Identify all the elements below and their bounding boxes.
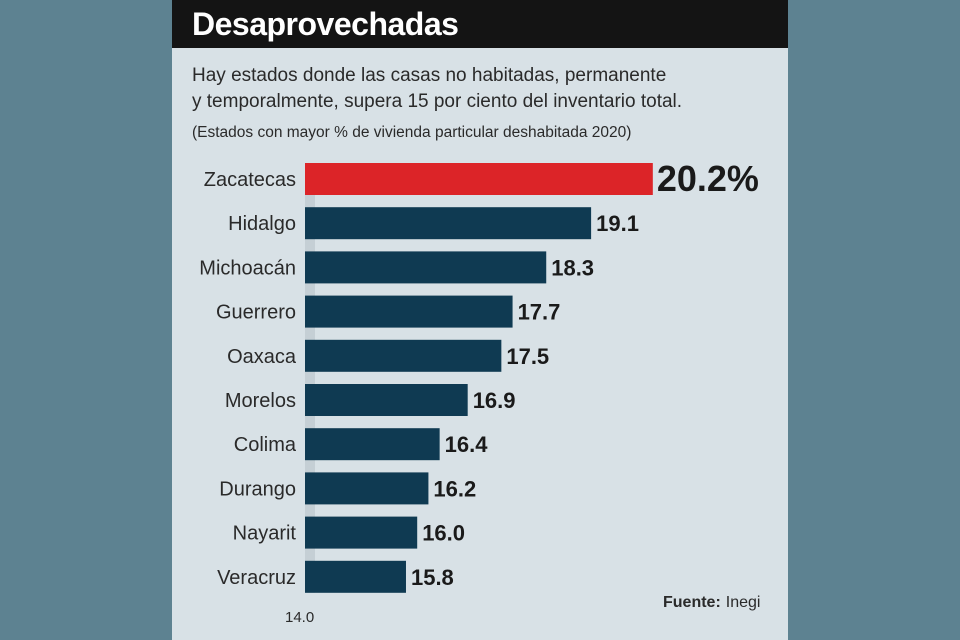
category-label: Colima — [234, 434, 297, 456]
source-value: Inegi — [725, 594, 761, 611]
value-label: 16.4 — [445, 432, 489, 457]
category-label: Veracruz — [217, 567, 296, 589]
bar-colima — [305, 428, 440, 461]
category-label: Oaxaca — [227, 346, 297, 368]
bar-oaxaca — [305, 339, 502, 372]
value-label: 20.2% — [657, 158, 759, 199]
bar-guerrero — [305, 295, 513, 328]
value-label: 15.8 — [411, 565, 454, 590]
subtitle-line-1: Hay estados donde las casas no habitadas… — [192, 65, 667, 86]
bar-hidalgo — [305, 207, 592, 240]
title-bar: Desaprovechadas — [172, 0, 788, 48]
value-label: 16.0 — [422, 521, 465, 546]
bar-zacatecas — [305, 163, 653, 195]
bar-morelos — [305, 384, 468, 416]
bar-nayarit — [305, 516, 418, 549]
value-label: 16.9 — [473, 388, 516, 413]
bar-durango — [305, 472, 429, 505]
category-label: Guerrero — [216, 302, 296, 324]
axis-min-label: 14.0 — [285, 609, 314, 626]
category-label: Zacatecas — [204, 169, 296, 191]
bar-chart: Zacatecas 20.2% Hidalgo 19.1 Michoacán 18.3 Gu… — [199, 158, 759, 626]
category-label: Michoacán — [199, 257, 296, 279]
baseline-shadow — [305, 163, 315, 593]
source-label: Fuente: — [663, 594, 721, 611]
category-label: Morelos — [225, 390, 296, 412]
chart-note: (Estados con mayor % de vivienda particu… — [192, 124, 632, 141]
category-label: Nayarit — [233, 523, 297, 545]
value-label: 17.5 — [506, 344, 549, 369]
chart-title: Desaprovechadas — [192, 6, 459, 42]
value-label: 18.3 — [551, 255, 594, 280]
subtitle-line-2: y temporalmente, supera 15 por ciento de… — [192, 91, 683, 112]
chart-panel: Desaprovechadas Hay estados donde las ca… — [172, 0, 788, 640]
value-label: 16.2 — [433, 476, 476, 501]
source-credit: Fuente: Inegi — [663, 594, 760, 612]
bar-michoacán — [305, 251, 547, 284]
category-label: Durango — [219, 478, 296, 500]
value-label: 17.7 — [518, 300, 561, 325]
bar-veracruz — [305, 560, 406, 593]
value-label: 19.1 — [596, 211, 639, 236]
category-label: Hidalgo — [228, 213, 296, 235]
